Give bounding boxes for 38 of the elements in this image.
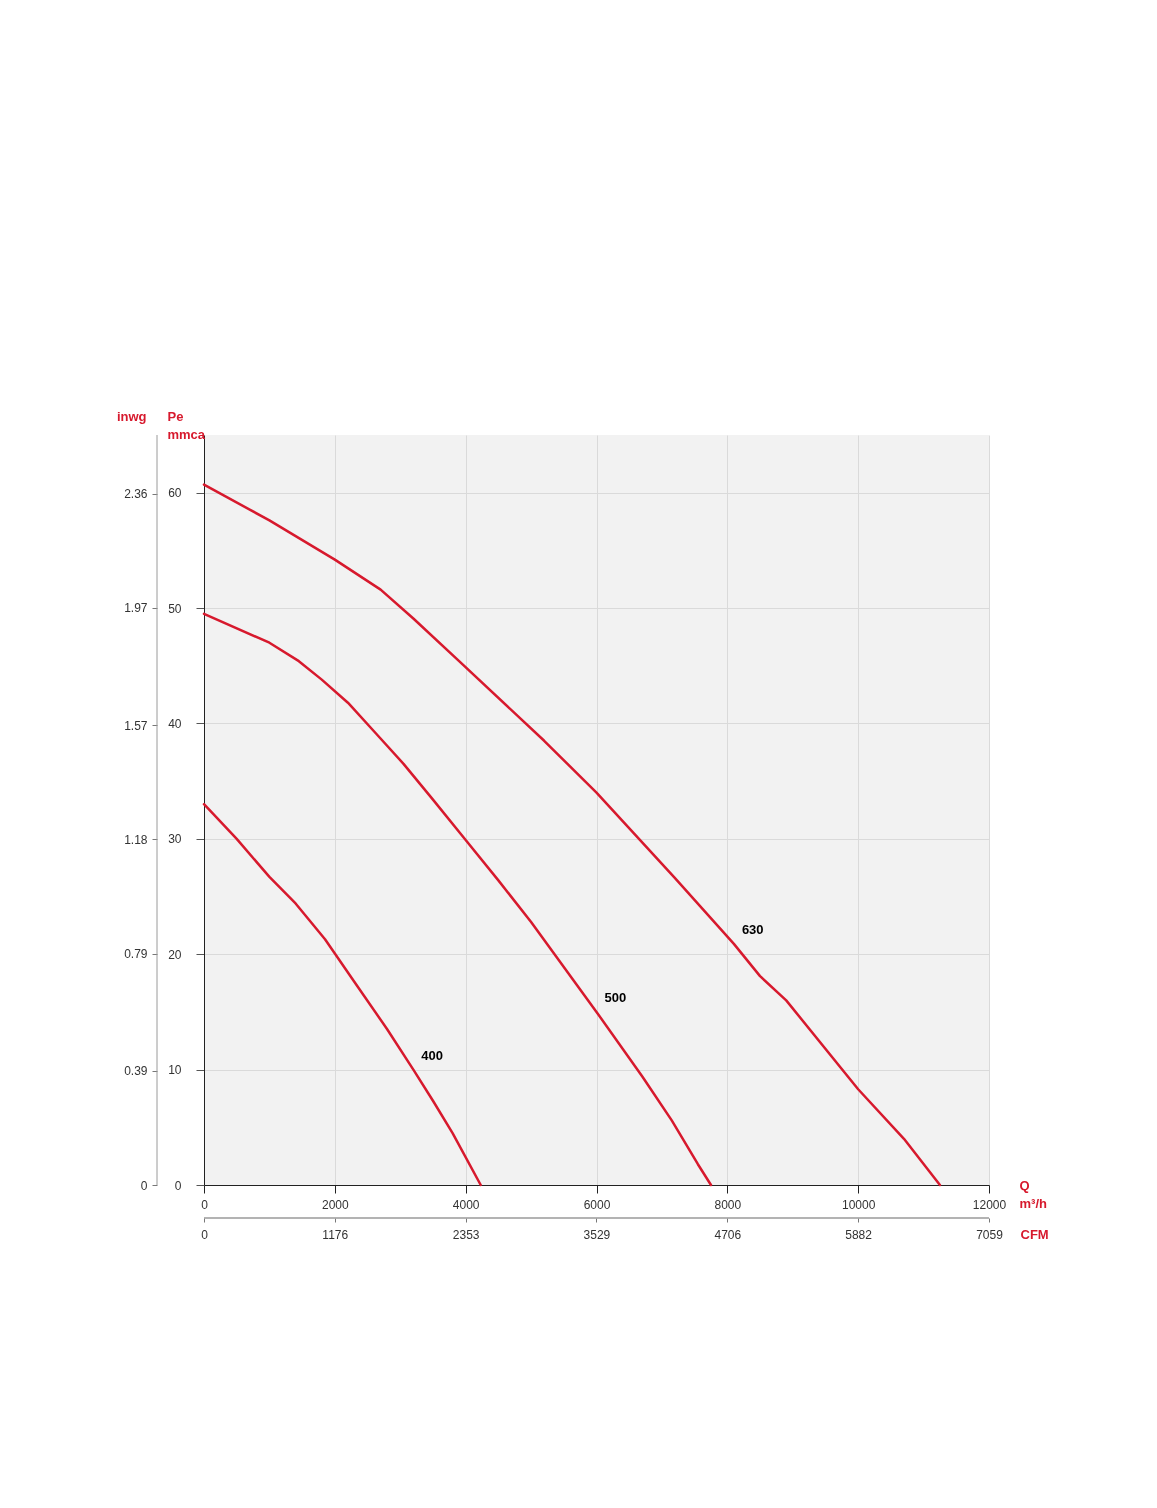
y-tick-label: 50 xyxy=(168,601,182,616)
y-tick-label: 30 xyxy=(168,832,182,847)
y-tick-label: 60 xyxy=(168,486,182,501)
y2-tick-label: 2.36 xyxy=(124,487,148,502)
x2-tick-label: 3529 xyxy=(583,1227,611,1242)
x-tick-label: 0 xyxy=(201,1197,209,1212)
x2-tick-label: 7059 xyxy=(976,1227,1004,1242)
y-tick-label: 40 xyxy=(168,716,182,731)
x-tick-label: 8000 xyxy=(714,1197,742,1212)
y-tick-label: 20 xyxy=(168,947,182,962)
x-axis-title: Q m³/h xyxy=(1019,1177,1047,1211)
y-tick-label: 0 xyxy=(174,1178,182,1193)
series-label: 630 xyxy=(741,921,764,937)
series-label: 500 xyxy=(604,989,627,1005)
x2-tick-label: 0 xyxy=(201,1227,209,1242)
y2-tick-label: 0.39 xyxy=(124,1064,148,1079)
y2-tick-label: 1.97 xyxy=(124,601,148,616)
y-axis-title: Pe mmca xyxy=(167,408,206,442)
x-tick-label: 4000 xyxy=(452,1197,480,1212)
x-tick-label: 6000 xyxy=(583,1197,611,1212)
y2-tick-label: 0 xyxy=(140,1178,148,1193)
y2-tick-label: 1.18 xyxy=(124,832,148,847)
y-tick-label: 10 xyxy=(168,1063,182,1078)
line-series xyxy=(202,612,713,1187)
line-series xyxy=(202,483,942,1187)
y2-tick-label: 1.57 xyxy=(124,718,148,733)
x2-tick-label: 2353 xyxy=(452,1227,480,1242)
x2-tick-label: 4706 xyxy=(714,1227,742,1242)
x-tick-label: 12000 xyxy=(972,1197,1007,1212)
y2-tick-label: 0.79 xyxy=(124,947,148,962)
line-series xyxy=(202,802,482,1187)
x-tick-label: 10000 xyxy=(841,1197,876,1212)
x-tick-label: 2000 xyxy=(321,1197,349,1212)
x2-tick-label: 1176 xyxy=(322,1227,349,1242)
series-label: 400 xyxy=(421,1047,444,1063)
x2-tick-label: 5882 xyxy=(845,1227,873,1242)
y2-axis-title: inwg xyxy=(116,408,147,424)
x2-axis-title: CFM xyxy=(1020,1226,1049,1242)
